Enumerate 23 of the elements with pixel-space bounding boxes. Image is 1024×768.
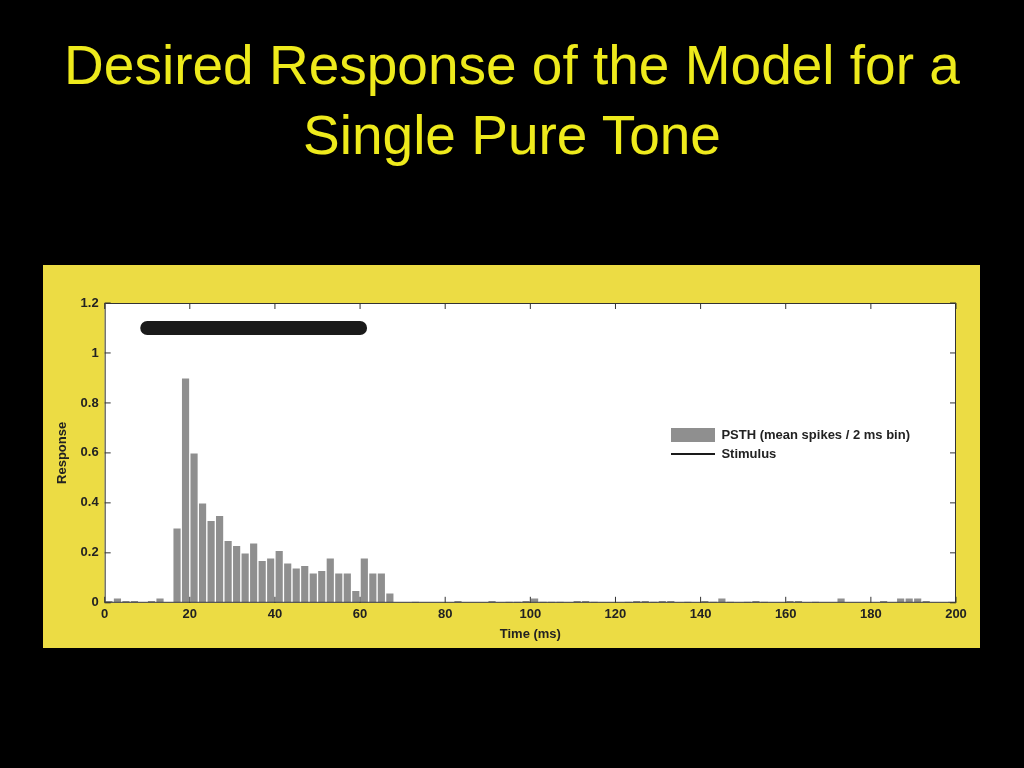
x-tick-label: 0 xyxy=(101,606,109,622)
x-tick-label: 160 xyxy=(774,606,797,622)
y-tick-label: 0.8 xyxy=(80,394,99,410)
x-tick-label: 100 xyxy=(519,606,542,622)
x-tick-label: 140 xyxy=(689,606,712,622)
x-tick-label: 200 xyxy=(945,606,967,622)
y-tick-label: 1 xyxy=(91,344,99,360)
x-tick-label: 180 xyxy=(860,606,882,622)
x-tick-label: 20 xyxy=(182,606,198,622)
y-tick-label: 0.2 xyxy=(80,544,99,560)
y-tick-label: 1.2 xyxy=(80,294,99,310)
y-axis-title: Response xyxy=(54,421,70,484)
legend-label: Stimulus xyxy=(721,446,777,461)
x-axis-title: Time (ms) xyxy=(499,625,561,641)
x-tick-label: 80 xyxy=(437,606,453,622)
chart-title: Desired Response of the Model for a Single Pure Tone xyxy=(63,33,961,168)
x-tick-label: 120 xyxy=(604,606,627,622)
legend-label: PSTH (mean spikes / 2 ms bin) xyxy=(721,427,910,442)
y-tick-label: 0.4 xyxy=(80,494,100,510)
x-tick-label: 40 xyxy=(267,606,283,622)
y-tick-label: 0 xyxy=(91,594,99,610)
x-tick-label: 60 xyxy=(352,606,368,622)
y-tick-label: 0.6 xyxy=(80,444,99,460)
